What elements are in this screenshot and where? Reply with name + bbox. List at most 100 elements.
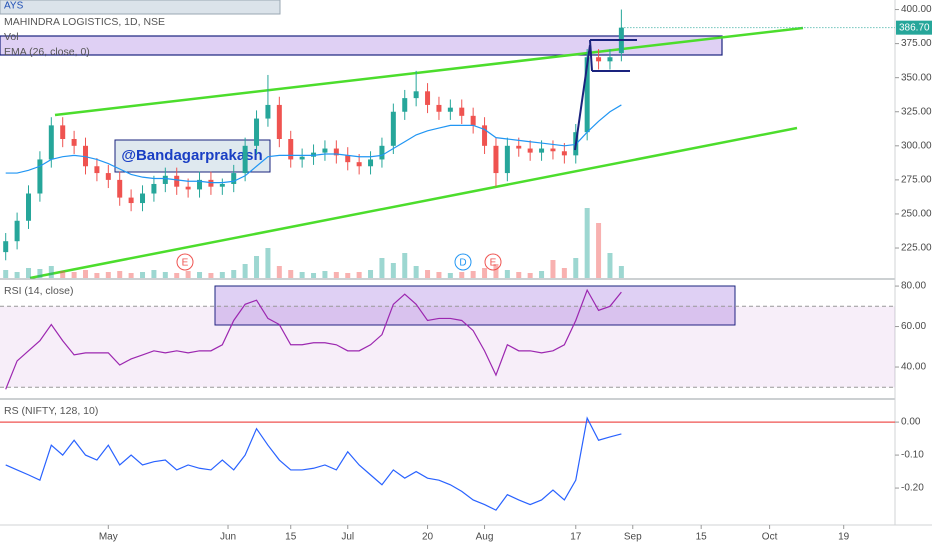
volume-bar <box>607 253 613 278</box>
candle-body <box>596 57 602 62</box>
volume-bar <box>311 273 317 278</box>
indicator-line <box>5 416 622 511</box>
volume-bar <box>128 273 134 278</box>
volume-bar <box>151 270 157 278</box>
volume-bar <box>208 273 214 278</box>
candle-body <box>584 57 590 133</box>
candle-body <box>265 104 271 119</box>
candle-body <box>402 98 408 112</box>
volume-bar <box>561 268 567 278</box>
x-tick-label: Aug <box>476 532 494 543</box>
candle-body <box>219 183 225 187</box>
candle-body <box>14 220 20 242</box>
candle-body <box>94 166 100 174</box>
volume-bar <box>26 268 32 278</box>
volume-bar <box>219 272 225 278</box>
event-marker <box>484 253 502 271</box>
candle-body <box>26 193 32 221</box>
watermark: @Bandagarprakash <box>121 147 262 164</box>
candle-body <box>345 155 351 163</box>
x-tick-label: 20 <box>422 532 434 543</box>
y-tick-label: 225.00 <box>901 243 932 254</box>
candle-body <box>242 145 248 174</box>
volume-bar <box>379 258 385 278</box>
candle-body <box>71 139 77 146</box>
event-marker <box>454 253 472 271</box>
volume-bar <box>493 264 499 278</box>
candle-body <box>527 148 533 153</box>
volume-bar <box>322 271 328 278</box>
x-tick-label: 17 <box>570 532 582 543</box>
volume-bar <box>265 248 271 278</box>
y-tick-label: -0.20 <box>901 483 924 494</box>
event-label: E <box>182 258 189 269</box>
volume-bar <box>299 272 305 278</box>
volume-bar <box>60 271 66 278</box>
indicator-line <box>5 288 622 390</box>
volume-bar <box>333 272 339 278</box>
x-tick-label: 19 <box>838 532 850 543</box>
candle-body <box>254 118 260 146</box>
legend-volume: Vol <box>4 31 19 43</box>
x-tick-label: 15 <box>285 532 297 543</box>
x-tick-label: 15 <box>696 532 708 543</box>
last-price-box <box>896 20 932 35</box>
y-tick-label: 375.00 <box>901 38 932 49</box>
zone-box <box>0 35 723 56</box>
ema-line <box>5 104 622 184</box>
volume-bar <box>140 272 146 278</box>
pattern-line <box>589 39 593 72</box>
candle-body <box>208 179 214 187</box>
volume-bar <box>197 272 203 278</box>
y-tick-label: 80.00 <box>901 281 926 292</box>
x-tick-label: Jun <box>220 532 236 543</box>
candle-body <box>504 145 510 174</box>
volume-bar <box>117 271 123 278</box>
volume-bar <box>83 270 89 278</box>
volume-bar <box>459 272 465 278</box>
candle-body <box>482 125 488 146</box>
candle-body <box>470 115 476 126</box>
pattern-line <box>574 44 591 151</box>
volume-bar <box>276 266 282 278</box>
volume-bar <box>413 266 419 278</box>
legend-ema: EMA (26, close, 0) <box>4 46 90 58</box>
candle-body <box>197 179 203 190</box>
candle-body <box>185 186 191 190</box>
legend-title: MAHINDRA LOGISTICS, 1D, NSE <box>4 16 165 28</box>
candle-body <box>231 173 237 184</box>
candle-body <box>413 91 419 99</box>
y-tick-label: 275.00 <box>901 175 932 186</box>
volume-bar <box>174 273 180 278</box>
candle-body <box>140 193 146 204</box>
legend-title: RS (NIFTY, 128, 10) <box>4 405 98 417</box>
volume-bar <box>345 273 351 278</box>
candle-body <box>436 104 442 112</box>
volume-bar <box>596 223 602 278</box>
volume-bar <box>618 266 624 278</box>
candle-body <box>322 148 328 153</box>
x-tick-label: Oct <box>762 532 778 543</box>
trendline <box>29 126 798 280</box>
candle-body <box>151 183 157 194</box>
y-tick-label: 325.00 <box>901 106 932 117</box>
y-tick-label: 40.00 <box>901 362 926 373</box>
overlay <box>574 39 637 151</box>
volume-bar <box>14 272 20 278</box>
volume-bar <box>482 268 488 278</box>
candle-body <box>447 107 453 112</box>
y-tick-label: 0.00 <box>901 417 921 428</box>
candle-body <box>379 145 385 160</box>
candle-body <box>128 197 134 204</box>
volume-bar <box>390 263 396 278</box>
volume-bar <box>470 271 476 278</box>
header-box <box>0 0 281 15</box>
candle-body <box>311 152 317 157</box>
volume-bar <box>3 270 9 278</box>
y-tick-label: 250.00 <box>901 209 932 220</box>
volume-bar <box>368 270 374 278</box>
candle-body <box>3 241 9 253</box>
volume-bar <box>185 271 191 278</box>
volume-bar <box>37 269 43 278</box>
